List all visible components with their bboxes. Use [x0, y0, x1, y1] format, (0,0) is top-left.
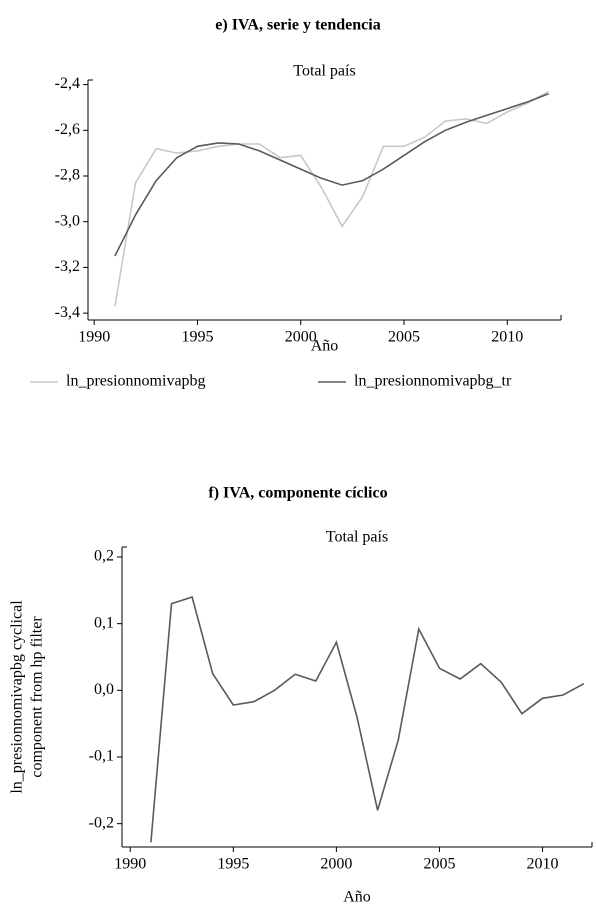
x-tick-label: 2010 — [527, 856, 559, 873]
chart-title: f) IVA, componente cíclico — [208, 485, 387, 502]
y-tick-label: -0,2 — [89, 814, 114, 831]
x-tick-label: 1990 — [78, 329, 110, 346]
y-tick-label: -2,4 — [55, 75, 80, 92]
y-tick-label: -3,4 — [55, 304, 80, 321]
series-line — [150, 595, 585, 843]
x-axis-label: Año — [343, 889, 371, 906]
x-tick-label: 2005 — [388, 329, 420, 346]
x-tick-label: 1995 — [181, 329, 213, 346]
series-line — [114, 92, 549, 257]
x-axis-label: Año — [311, 338, 339, 355]
y-axis-label: ln_presionnomivapbg cyclical — [9, 600, 26, 794]
y-tick-label: 0,0 — [94, 681, 114, 698]
y-tick-label: -3,0 — [55, 212, 80, 229]
x-tick-label: 1990 — [114, 856, 146, 873]
y-tick-label: -3,2 — [55, 258, 80, 275]
x-tick-label: 2000 — [285, 329, 317, 346]
legend-label: ln_presionnomivapbg — [66, 373, 206, 390]
y-tick-label: -2,8 — [55, 167, 80, 184]
legend-label: ln_presionnomivapbg_tr — [354, 373, 512, 390]
x-tick-label: 2005 — [423, 856, 455, 873]
y-tick-label: -2,6 — [55, 121, 80, 138]
x-tick-label: 2010 — [491, 329, 523, 346]
y-tick-label: 0,1 — [94, 614, 114, 631]
chart-title: e) IVA, serie y tendencia — [215, 17, 380, 34]
subtitle: Total país — [293, 63, 355, 80]
y-tick-label: 0,2 — [94, 548, 114, 565]
y-axis-label: component from hp filter — [29, 616, 46, 778]
subtitle: Total país — [326, 529, 388, 546]
y-tick-label: -0,1 — [89, 748, 114, 765]
series-line — [114, 90, 549, 307]
x-tick-label: 2000 — [320, 856, 352, 873]
x-tick-label: 1995 — [217, 856, 249, 873]
